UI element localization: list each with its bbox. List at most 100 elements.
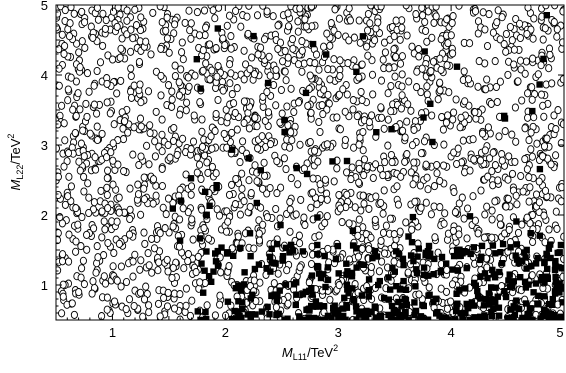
open-circle-point — [170, 123, 178, 133]
open-circle-point — [483, 263, 491, 272]
open-circle-point — [401, 157, 409, 166]
open-circle-point — [546, 50, 554, 59]
open-circle-point — [412, 10, 420, 19]
open-circle-point — [521, 69, 529, 78]
filled-square-point — [252, 311, 259, 318]
filled-square-point — [330, 304, 337, 312]
open-circle-point — [131, 250, 139, 259]
open-circle-point — [420, 137, 429, 146]
open-circle-point — [434, 95, 442, 104]
filled-square-point — [400, 277, 407, 285]
open-circle-point — [56, 81, 63, 90]
open-circle-point — [248, 53, 256, 62]
open-circle-point — [447, 297, 455, 306]
filled-square-point — [556, 249, 563, 256]
open-circle-point — [77, 139, 85, 148]
open-circle-point — [149, 8, 157, 17]
filled-square-point — [548, 313, 555, 320]
open-circle-point — [410, 125, 418, 134]
open-circle-point — [272, 204, 280, 214]
open-circle-point — [85, 193, 93, 202]
open-circle-point — [511, 103, 519, 112]
open-circle-point — [75, 48, 83, 57]
open-circle-point — [203, 158, 211, 167]
open-circle-point — [494, 176, 502, 185]
filled-square-point — [353, 316, 360, 320]
open-circle-point — [76, 166, 84, 175]
open-circle-point — [436, 176, 444, 185]
open-circle-point — [89, 33, 97, 42]
open-circle-point — [103, 183, 111, 192]
open-circle-point — [65, 172, 73, 181]
open-circle-point — [264, 108, 273, 117]
open-circle-point — [109, 156, 117, 165]
open-circle-point — [292, 210, 300, 219]
open-circle-point — [491, 197, 499, 206]
open-circle-point — [432, 12, 440, 21]
open-circle-point — [354, 252, 362, 261]
open-circle-point — [554, 106, 562, 115]
open-circle-point — [510, 45, 518, 54]
open-circle-point — [58, 101, 66, 110]
open-circle-point — [273, 157, 281, 166]
open-circle-point — [508, 130, 516, 139]
filled-square-point — [455, 252, 463, 260]
open-circle-point — [82, 99, 90, 108]
open-circle-point — [460, 214, 468, 223]
open-circle-point — [104, 204, 112, 213]
open-circle-point — [397, 172, 405, 181]
open-circle-point — [353, 112, 361, 121]
open-circle-point — [444, 39, 452, 48]
open-circle-point — [183, 98, 191, 107]
open-circle-point — [259, 220, 267, 229]
filled-square-point — [532, 280, 540, 287]
open-circle-point — [168, 95, 176, 104]
open-circle-point — [240, 118, 248, 128]
filled-square-point — [532, 260, 540, 267]
filled-square-point — [557, 241, 564, 249]
filled-square-point — [507, 306, 514, 313]
open-circle-point — [129, 272, 137, 281]
open-circle-point — [355, 164, 363, 173]
open-circle-point — [324, 65, 332, 74]
open-circle-point — [553, 25, 561, 34]
filled-square-point — [407, 252, 415, 259]
open-circle-point — [240, 197, 248, 206]
open-circle-point — [137, 122, 145, 131]
filled-square-point — [528, 305, 535, 312]
open-circle-point — [196, 278, 204, 287]
open-circle-point — [408, 225, 416, 234]
open-circle-point — [505, 152, 513, 161]
open-circle-point — [259, 5, 267, 10]
open-circle-point — [257, 43, 265, 52]
open-circle-point — [525, 173, 533, 182]
open-circle-point — [358, 60, 366, 69]
open-circle-point — [334, 30, 342, 39]
open-circle-point — [286, 143, 294, 152]
open-circle-point — [559, 7, 564, 16]
open-circle-point — [61, 41, 69, 51]
open-circle-point — [115, 193, 123, 202]
open-circle-point — [60, 49, 68, 58]
open-circle-point — [65, 230, 73, 239]
filled-square-point — [369, 254, 376, 262]
filled-square-point — [489, 266, 496, 274]
open-circle-point — [363, 42, 371, 51]
filled-square-point — [286, 249, 293, 256]
filled-square-point — [373, 253, 381, 260]
open-circle-point — [245, 5, 253, 10]
open-circle-point — [243, 12, 251, 21]
open-circle-point — [198, 127, 206, 136]
open-circle-point — [444, 111, 452, 120]
filled-square-point — [421, 48, 428, 55]
filled-square-point — [456, 286, 463, 293]
open-circle-point — [171, 71, 179, 81]
open-circle-point — [187, 190, 195, 199]
open-circle-point — [489, 28, 497, 37]
open-circle-point — [451, 208, 459, 217]
filled-square-point — [169, 205, 176, 212]
open-circle-point — [302, 22, 310, 31]
filled-square-point — [312, 303, 319, 310]
open-circle-point — [212, 169, 220, 178]
open-circle-point — [394, 200, 402, 209]
